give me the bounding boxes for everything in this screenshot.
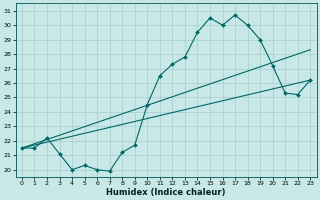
X-axis label: Humidex (Indice chaleur): Humidex (Indice chaleur): [106, 188, 226, 197]
